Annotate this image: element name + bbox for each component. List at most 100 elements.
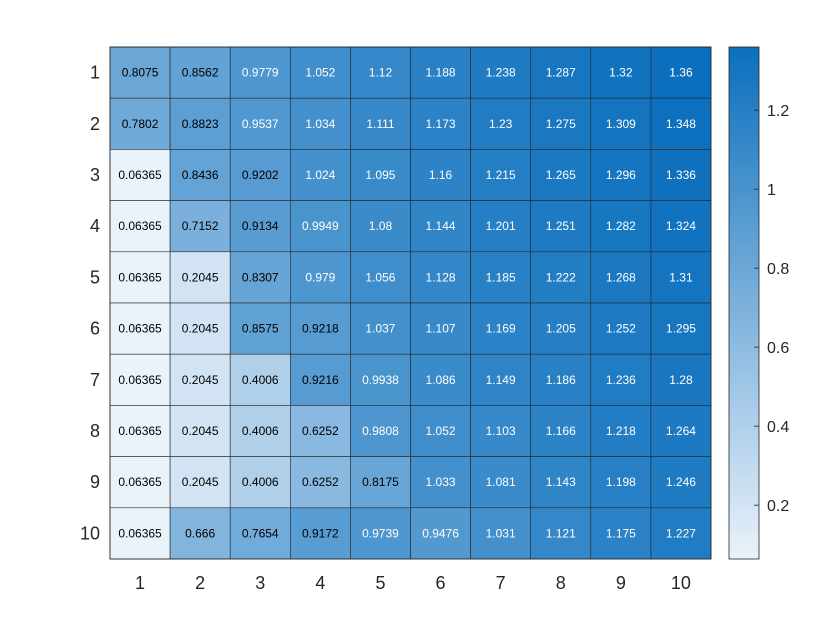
x-tick-label: 6 — [436, 573, 446, 593]
cell-value-label: 1.107 — [426, 322, 456, 336]
cell-value-label: 1.081 — [486, 475, 516, 489]
plot-border — [109, 46, 712, 560]
heatmap-cell — [109, 353, 171, 406]
colorbar-tick-label: 0.2 — [767, 498, 789, 515]
cell-value-label: 0.06365 — [118, 322, 162, 336]
cell-value-label: 0.06365 — [118, 270, 162, 284]
cell-value-label: 1.275 — [546, 117, 576, 131]
heatmap-cell — [350, 405, 411, 457]
y-axis-ticks: 1 2 3 4 5 6 7 8 9 10 — [80, 63, 100, 544]
x-tick-label: 9 — [616, 573, 626, 593]
cell-value-label: 1.111 — [366, 117, 395, 131]
heatmap-cell — [410, 353, 471, 406]
x-tick-label: 7 — [496, 573, 506, 593]
cell-value-label: 0.979 — [305, 270, 335, 284]
heatmap-cell — [289, 405, 351, 457]
y-tick-label: 3 — [90, 165, 100, 185]
colorbar-tick-label: 0.8 — [767, 261, 789, 278]
cell-value-label: 1.218 — [606, 424, 636, 438]
cell-value-label: 1.186 — [546, 373, 576, 387]
x-tick-label: 4 — [315, 573, 325, 593]
cell-value-label: 1.16 — [429, 168, 453, 182]
heatmap-cell — [410, 97, 471, 150]
heatmap-cell — [530, 507, 592, 560]
cell-value-label: 0.6252 — [302, 475, 339, 489]
heatmap-cell — [530, 97, 592, 150]
cell-value-label: 1.265 — [546, 168, 576, 182]
cell-value-label: 1.287 — [546, 66, 576, 80]
heatmap-cell — [470, 251, 532, 304]
cell-value-label: 1.295 — [666, 322, 696, 336]
cell-value-label: 0.9172 — [302, 526, 339, 540]
cell-value-label: 1.324 — [666, 219, 696, 233]
cell-value-label: 0.9949 — [302, 219, 339, 233]
heatmap-cell — [650, 353, 712, 406]
cell-value-label: 0.8575 — [242, 322, 279, 336]
cell-value-label: 1.143 — [546, 475, 576, 489]
heatmap-cell — [590, 302, 652, 355]
cell-value-label: 0.8307 — [242, 270, 279, 284]
cell-value-label: 1.08 — [369, 219, 393, 233]
colorbar-gradient — [728, 46, 760, 560]
cell-value-label: 1.173 — [426, 117, 456, 131]
heatmap-cell — [169, 46, 231, 99]
colorbar-tick-label: 1.2 — [767, 103, 789, 120]
cell-value-label: 0.7152 — [182, 219, 219, 233]
cell-value-label: 1.185 — [486, 270, 516, 284]
heatmap-cell — [169, 507, 231, 560]
cell-value-label: 1.264 — [666, 424, 696, 438]
cell-value-label: 1.166 — [546, 424, 576, 438]
heatmap-cell — [289, 456, 351, 509]
heatmap-cell — [590, 251, 652, 304]
cell-value-label: 0.8175 — [362, 475, 399, 489]
heatmap-cell — [229, 97, 291, 150]
cell-value-label: 1.086 — [426, 373, 456, 387]
y-tick-label: 8 — [90, 421, 100, 441]
heatmap-cell — [650, 97, 712, 150]
cell-value-label: 1.31 — [669, 270, 693, 284]
cell-value-label: 0.9537 — [242, 117, 279, 131]
x-tick-label: 2 — [195, 573, 205, 593]
cell-value-label: 1.144 — [426, 219, 456, 233]
y-tick-label: 9 — [90, 472, 100, 492]
heatmap-cell — [289, 507, 351, 560]
cell-value-label: 0.8823 — [182, 117, 219, 131]
heatmap-cell — [590, 405, 652, 457]
heatmap-cell — [169, 405, 231, 457]
cell-value-label: 1.336 — [666, 168, 696, 182]
colorbar-tick-label: 0.4 — [767, 419, 789, 436]
cell-value-label: 0.9739 — [362, 526, 399, 540]
heatmap-cell — [590, 149, 652, 201]
heatmap-cell — [289, 302, 351, 355]
cell-value-label: 1.238 — [486, 66, 516, 80]
heatmap-cell — [169, 97, 231, 150]
cell-value-label: 0.9216 — [302, 373, 339, 387]
heatmap-cell — [109, 46, 171, 99]
cell-value-label: 0.06365 — [118, 475, 162, 489]
heatmap-cell — [109, 149, 171, 201]
cell-value-label: 0.4006 — [242, 373, 279, 387]
heatmap-cell — [109, 302, 171, 355]
cell-value-label: 1.309 — [606, 117, 636, 131]
heatmap-cell — [590, 200, 652, 253]
cell-value-label: 1.056 — [365, 270, 395, 284]
x-tick-label: 8 — [556, 573, 566, 593]
cell-value-label: 1.12 — [369, 66, 393, 80]
cell-value-label: 1.205 — [546, 322, 576, 336]
heatmap-cell — [289, 97, 351, 150]
cell-value-label: 1.32 — [609, 66, 633, 80]
cell-value-label: 0.06365 — [118, 424, 162, 438]
cell-value-label: 1.36 — [669, 66, 693, 80]
heatmap-cell — [410, 507, 471, 560]
cell-value-label: 1.348 — [666, 117, 696, 131]
cell-value-label: 0.6252 — [302, 424, 339, 438]
heatmap-cell — [470, 302, 532, 355]
cell-value-label: 1.128 — [426, 270, 456, 284]
cell-value-label: 0.9476 — [422, 526, 459, 540]
heatmap-cell — [530, 149, 592, 201]
cell-value-label: 1.169 — [486, 322, 516, 336]
x-tick-label: 1 — [135, 573, 145, 593]
colorbar-tick-label: 0.6 — [767, 340, 789, 357]
cell-value-label: 1.28 — [669, 373, 693, 387]
cell-value-label: 1.037 — [365, 322, 395, 336]
